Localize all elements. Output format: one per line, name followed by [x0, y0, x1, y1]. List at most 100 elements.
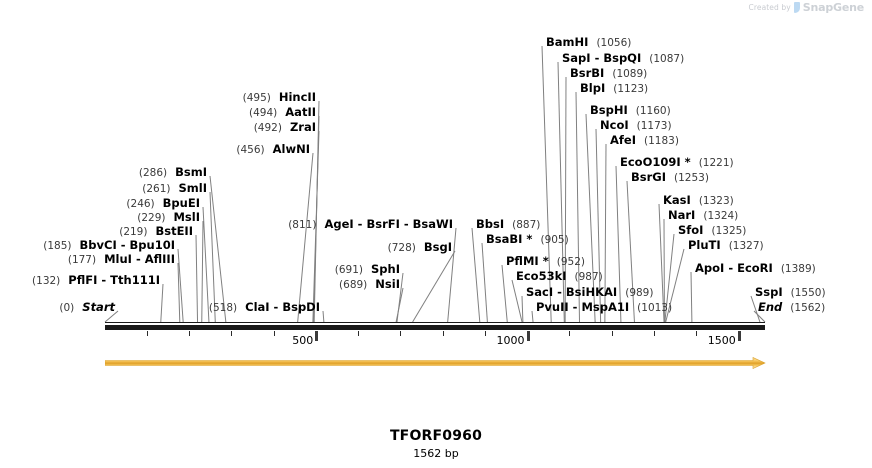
site-position: (1173) [636, 120, 672, 132]
restriction-site-label[interactable]: PvuII - MspA1I (1013) [536, 301, 672, 314]
restriction-site-label[interactable]: AfeI (1183) [610, 134, 679, 147]
enzyme-name: SacI [526, 285, 554, 299]
enzyme-name: SmlI [178, 181, 208, 195]
name-separator: - [97, 273, 111, 287]
site-position: (1089) [612, 68, 648, 80]
ruler-minor-tick [696, 331, 698, 336]
restriction-site-label[interactable]: (495) HincII [243, 91, 316, 104]
name-separator: - [568, 300, 582, 314]
restriction-site-label[interactable]: (494) AatII [249, 106, 316, 119]
enzyme-name: BlpI [580, 81, 606, 95]
restriction-site-label[interactable]: PluTI (1327) [688, 239, 764, 252]
figure-caption: TFORF0960 1562 bp [0, 428, 872, 460]
site-position: (952) [556, 256, 585, 268]
leader-line [209, 175, 227, 323]
enzyme-name: NsiI [375, 277, 400, 291]
site-position: (518) [208, 302, 238, 314]
name-separator: - [269, 300, 283, 314]
ruler-minor-tick [231, 331, 233, 336]
restriction-site-label[interactable]: SfoI (1325) [678, 224, 746, 237]
restriction-site-label[interactable]: BamHI (1056) [546, 36, 631, 49]
name-separator: - [131, 252, 145, 266]
restriction-site-label[interactable]: (518) ClaI - BspDI [209, 301, 320, 314]
restriction-site-label[interactable]: ApoI - EcoRI (1389) [695, 262, 816, 275]
restriction-site-label[interactable]: (456) AlwNI [236, 143, 310, 156]
restriction-site-label[interactable]: EcoO109I * (1221) [620, 156, 734, 169]
restriction-site-label[interactable]: (0) Start [59, 301, 115, 314]
leader-line [531, 310, 534, 323]
restriction-site-label[interactable]: BlpI (1123) [580, 82, 648, 95]
restriction-site-label[interactable]: (689) NsiI [339, 278, 400, 291]
enzyme-name: HincII [278, 90, 316, 104]
site-position: (229) [137, 212, 166, 224]
enzyme-name: ZraI [289, 120, 316, 134]
restriction-site-label[interactable]: (691) SphI [335, 263, 400, 276]
restriction-site-label[interactable]: (811) AgeI - BsrFI - BsaWI [288, 218, 453, 231]
leader-line [604, 143, 607, 323]
leader-line [626, 180, 635, 323]
leader-line [665, 248, 685, 323]
restriction-site-label[interactable]: BsaBI * (905) [486, 233, 569, 246]
site-position: (246) [126, 198, 155, 210]
leader-line [564, 76, 567, 323]
leader-line [322, 310, 325, 323]
ruler-minor-tick [569, 331, 571, 336]
methylation-star-icon: * [538, 254, 549, 268]
site-position: (1160) [635, 105, 671, 117]
leader-line [104, 310, 119, 323]
restriction-site-label[interactable]: (492) ZraI [254, 121, 316, 134]
restriction-site-label[interactable]: BspHI (1160) [590, 104, 671, 117]
site-position: (185) [43, 240, 72, 252]
enzyme-name: BsaBI [486, 232, 523, 246]
orf-arrow[interactable] [105, 355, 767, 371]
sequence-backbone-hairline [105, 322, 765, 323]
ruler-minor-tick [653, 331, 655, 336]
restriction-site-label[interactable]: (177) MluI - AflIII [68, 253, 175, 266]
restriction-site-label[interactable]: SacI - BsiHKAI (989) [526, 286, 653, 299]
enzyme-name: MluI [104, 252, 132, 266]
restriction-site-label[interactable]: SapI - BspQI (1087) [562, 52, 684, 65]
restriction-site-label[interactable]: (132) PflFI - Tth111I [32, 274, 160, 287]
enzyme-name: PflFI [68, 273, 98, 287]
restriction-site-label[interactable]: (229) MslI [137, 211, 200, 224]
restriction-site-label[interactable]: End (1562) [758, 301, 825, 314]
enzyme-name: EcoO109I [620, 155, 681, 169]
restriction-site-label[interactable]: NarI (1324) [668, 209, 738, 222]
restriction-site-label[interactable]: (246) BpuEI [126, 197, 200, 210]
restriction-site-label[interactable]: KasI (1323) [663, 194, 734, 207]
site-position: (728) [387, 242, 416, 254]
enzyme-name: BsaWI [412, 217, 453, 231]
site-position: (494) [249, 107, 278, 119]
enzyme-name: BsrBI [570, 66, 605, 80]
restriction-site-label[interactable]: Eco53kI (987) [516, 270, 603, 283]
enzyme-name: BspHI [590, 103, 628, 117]
enzyme-name: PvuII [536, 300, 569, 314]
site-position: (492) [253, 122, 282, 134]
leader-line [501, 264, 508, 323]
restriction-site-label[interactable]: (728) BsgI [388, 241, 452, 254]
snapgene-watermark: Created by SnapGene [749, 1, 865, 14]
restriction-site-label[interactable]: PflMI * (952) [506, 255, 585, 268]
site-position: (1221) [698, 157, 734, 169]
enzyme-name: NarI [668, 208, 696, 222]
ruler-major-tick [315, 331, 319, 341]
restriction-site-label[interactable]: (261) SmlI [142, 182, 207, 195]
leader-line [521, 295, 524, 323]
restriction-site-label[interactable]: BsrGI (1253) [631, 171, 709, 184]
restriction-site-label[interactable]: SspI (1550) [755, 286, 826, 299]
leader-line [585, 113, 596, 323]
enzyme-name: BspDI [282, 300, 320, 314]
restriction-site-label[interactable]: BbsI (887) [476, 218, 540, 231]
restriction-site-label[interactable]: BsrBI (1089) [570, 67, 647, 80]
enzyme-name: BsgI [423, 240, 452, 254]
sequence-length: 1562 bp [413, 447, 459, 460]
restriction-site-label[interactable]: (286) BsmI [139, 166, 207, 179]
leader-line [615, 165, 622, 323]
leader-line [658, 203, 665, 323]
methylation-star-icon: * [680, 155, 691, 169]
restriction-site-label[interactable]: (219) BstEII [119, 225, 193, 238]
sequence-backbone[interactable] [105, 325, 765, 330]
ruler-minor-tick [146, 331, 148, 336]
restriction-site-label[interactable]: NcoI (1173) [600, 119, 672, 132]
restriction-site-label[interactable]: (185) BbvCI - Bpu10I [43, 239, 175, 252]
